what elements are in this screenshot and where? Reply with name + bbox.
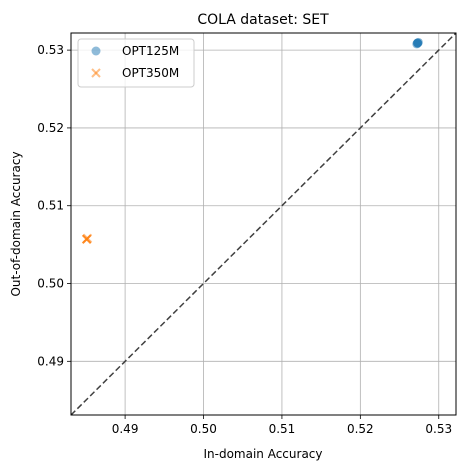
legend-label-opt350m: OPT350M [122, 66, 179, 80]
x-axis-ticks: 0.49 0.50 0.51 0.52 0.53 [112, 415, 452, 436]
x-tick-label: 0.49 [112, 422, 139, 436]
y-tick-label: 0.49 [37, 354, 64, 368]
legend-label-opt125m: OPT125M [122, 44, 179, 58]
x-tick-label: 0.53 [425, 422, 452, 436]
y-tick-label: 0.50 [37, 277, 64, 291]
x-tick-label: 0.50 [190, 422, 217, 436]
chart-title: COLA dataset: SET [197, 12, 329, 28]
diagonal-reference-line [70, 32, 457, 416]
x-tick-label: 0.52 [347, 422, 374, 436]
plot-frame [70, 32, 457, 416]
y-tick-label: 0.51 [37, 199, 64, 213]
grid-lines [71, 33, 456, 415]
point-opt125m [412, 39, 422, 49]
y-tick-label: 0.53 [37, 43, 64, 57]
y-axis-label: Out-of-domain Accuracy [9, 151, 23, 296]
y-tick-label: 0.52 [37, 121, 64, 135]
legend: OPT125M OPT350M [77, 38, 195, 88]
point-opt350m [82, 233, 93, 244]
x-tick-label: 0.51 [269, 422, 296, 436]
legend-box [77, 38, 195, 88]
data-points [81, 37, 423, 244]
legend-marker-opt125m [91, 46, 101, 56]
y-axis-ticks: 0.49 0.50 0.51 0.52 0.53 [37, 43, 71, 368]
x-axis-label: In-domain Accuracy [203, 447, 322, 461]
legend-marker-opt350m [91, 68, 101, 78]
